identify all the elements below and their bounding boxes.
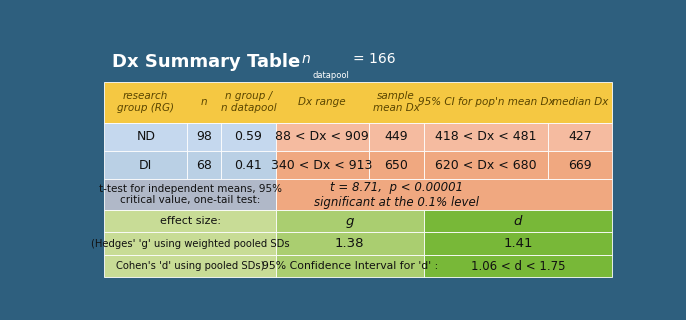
Text: research
group (RG): research group (RG) — [117, 91, 174, 113]
Text: d: d — [514, 215, 522, 228]
FancyBboxPatch shape — [221, 123, 276, 151]
Text: Dx range: Dx range — [298, 97, 346, 107]
FancyBboxPatch shape — [104, 151, 187, 180]
Text: n: n — [201, 97, 207, 107]
FancyBboxPatch shape — [104, 180, 276, 210]
Text: 340 < Dx < 913: 340 < Dx < 913 — [272, 159, 372, 172]
FancyBboxPatch shape — [276, 255, 424, 277]
FancyBboxPatch shape — [187, 151, 221, 180]
Text: 98: 98 — [196, 130, 212, 143]
Text: 0.59: 0.59 — [235, 130, 262, 143]
Text: 95% Confidence Interval for 'd' :: 95% Confidence Interval for 'd' : — [261, 261, 438, 271]
Text: 0.41: 0.41 — [235, 159, 262, 172]
Text: 449: 449 — [384, 130, 408, 143]
FancyBboxPatch shape — [104, 210, 276, 232]
FancyBboxPatch shape — [548, 123, 612, 151]
FancyBboxPatch shape — [104, 82, 612, 123]
FancyBboxPatch shape — [276, 210, 424, 232]
Text: 68: 68 — [196, 159, 212, 172]
Text: 620 < Dx < 680: 620 < Dx < 680 — [435, 159, 536, 172]
Text: n: n — [301, 52, 310, 66]
Text: effect size:: effect size: — [160, 216, 220, 226]
FancyBboxPatch shape — [104, 123, 187, 151]
Text: DI: DI — [139, 159, 152, 172]
Text: 1.38: 1.38 — [335, 237, 364, 250]
Text: median Dx: median Dx — [552, 97, 608, 107]
FancyBboxPatch shape — [368, 123, 424, 151]
Text: ND: ND — [137, 130, 155, 143]
Text: n group /
n datapool: n group / n datapool — [221, 91, 276, 113]
Text: t-test for independent means, 95%
critical value, one-tail test:: t-test for independent means, 95% critic… — [99, 184, 281, 205]
Text: Dx Summary Table: Dx Summary Table — [113, 53, 300, 71]
FancyBboxPatch shape — [276, 123, 368, 151]
Text: Cohen's 'd' using pooled SDs): Cohen's 'd' using pooled SDs) — [116, 261, 264, 271]
FancyBboxPatch shape — [548, 151, 612, 180]
FancyBboxPatch shape — [424, 123, 548, 151]
Text: 418 < Dx < 481: 418 < Dx < 481 — [435, 130, 536, 143]
FancyBboxPatch shape — [424, 255, 612, 277]
Text: (Hedges' 'g' using weighted pooled SDs: (Hedges' 'g' using weighted pooled SDs — [91, 239, 289, 249]
Text: 88 < Dx < 909: 88 < Dx < 909 — [275, 130, 369, 143]
FancyBboxPatch shape — [424, 151, 548, 180]
FancyBboxPatch shape — [276, 180, 612, 210]
Text: g: g — [346, 215, 354, 228]
FancyBboxPatch shape — [187, 123, 221, 151]
Text: datapool: datapool — [313, 71, 350, 80]
Text: 650: 650 — [384, 159, 408, 172]
FancyBboxPatch shape — [276, 232, 424, 255]
Text: 1.06 < d < 1.75: 1.06 < d < 1.75 — [471, 260, 565, 273]
Text: 95% CI for pop'n mean Dx: 95% CI for pop'n mean Dx — [418, 97, 554, 107]
FancyBboxPatch shape — [221, 151, 276, 180]
Text: 427: 427 — [568, 130, 592, 143]
Text: sample
mean Dx: sample mean Dx — [372, 91, 420, 113]
Text: 1.41: 1.41 — [504, 237, 533, 250]
FancyBboxPatch shape — [104, 232, 276, 255]
FancyBboxPatch shape — [424, 232, 612, 255]
FancyBboxPatch shape — [368, 151, 424, 180]
Text: = 166: = 166 — [353, 52, 396, 66]
FancyBboxPatch shape — [276, 151, 368, 180]
Text: t = 8.71,  p < 0.00001
significant at the 0.1% level: t = 8.71, p < 0.00001 significant at the… — [314, 181, 480, 209]
Text: 669: 669 — [568, 159, 592, 172]
FancyBboxPatch shape — [424, 210, 612, 232]
FancyBboxPatch shape — [104, 255, 276, 277]
